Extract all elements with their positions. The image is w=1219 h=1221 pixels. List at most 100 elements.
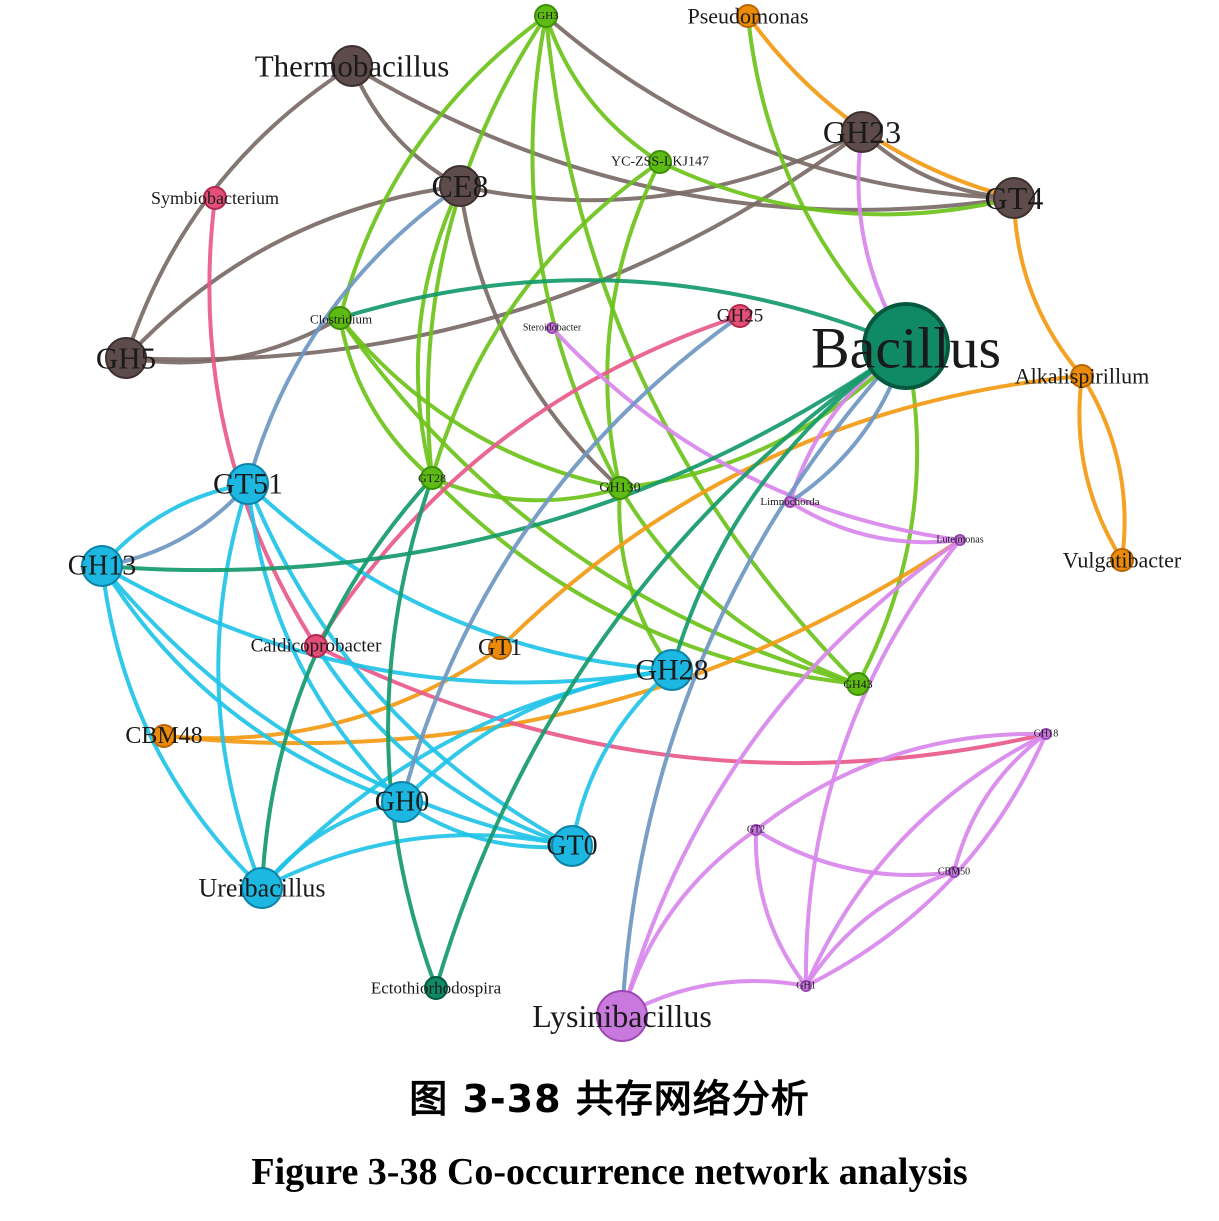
edge-CE8-GT28 [415, 184, 462, 480]
edge-GT28-GH43 [430, 476, 860, 686]
node-GH43[interactable] [846, 672, 870, 696]
edge-GH13-GH0 [100, 564, 404, 804]
edge-GH3-GH130 [530, 14, 622, 490]
edge-Symbiobacterium-Caldicoprobacter [207, 196, 318, 648]
node-label-GH43: GH43 [843, 677, 872, 691]
edge-Luteimonas-Lysinibacillus [620, 538, 962, 1018]
node-label-Thermobacillus: Thermobacillus [255, 49, 450, 84]
node-label-Steroidobacter: Steroidobacter [523, 323, 582, 334]
node-Vulgatibacter[interactable] [1110, 548, 1134, 572]
node-label-GH0: GH0 [375, 787, 429, 818]
node-label-GH13: GH13 [68, 551, 136, 582]
node-Ectothiorhodospira[interactable] [424, 976, 448, 1000]
node-Bacillus[interactable] [862, 302, 950, 390]
node-GT51[interactable] [227, 463, 269, 505]
node-GH25[interactable] [728, 304, 752, 328]
node-GH130[interactable] [608, 476, 632, 500]
node-GT28[interactable] [420, 466, 444, 490]
node-label-GT4: GT4 [985, 180, 1044, 216]
edge-GH13-GH28 [100, 564, 674, 685]
edge-GH18-CBM50 [952, 732, 1048, 874]
node-label-Clostridium: Clostridium [310, 312, 372, 327]
edge-GH18-GH1 [804, 732, 1048, 988]
edge-Alkalispirillum-Vulgatibacter [1080, 374, 1127, 562]
node-GH13[interactable] [81, 545, 123, 587]
edge-GT51-Ureibacillus [216, 482, 264, 890]
node-label-Symbiobacterium: Symbiobacterium [151, 188, 279, 208]
node-GT4[interactable] [993, 177, 1035, 219]
edge-GH3-Clostridium [338, 14, 548, 320]
edge-GH25-Caldicoprobacter [314, 314, 742, 648]
node-Symbiobacterium[interactable] [203, 186, 227, 210]
edge-Clostridium-GH130 [338, 316, 622, 490]
node-CBM50[interactable] [948, 866, 960, 878]
node-GH23[interactable] [841, 111, 883, 153]
edge-GT51-GH0 [246, 482, 404, 804]
edge-GH3-GT4 [544, 14, 1016, 200]
node-label-Ureibacillus: Ureibacillus [198, 874, 325, 903]
edge-GT2-Lysinibacillus [620, 828, 758, 1018]
node-Caldicoprobacter[interactable] [304, 634, 328, 658]
edge-Alkalispirillum-Vulgatibacter [1077, 374, 1124, 562]
edge-GT28-Ureibacillus [260, 476, 434, 890]
node-GH3[interactable] [534, 4, 558, 28]
node-CBM48[interactable] [152, 724, 176, 748]
node-YC-ZSS-LKJ147[interactable] [648, 150, 672, 174]
node-label-Vulgatibacter: Vulgatibacter [1063, 548, 1182, 573]
node-Limnochorda[interactable] [784, 496, 796, 508]
node-label-YC-ZSS-LKJ147: YC-ZSS-LKJ147 [611, 155, 709, 170]
node-Luteimonas[interactable] [954, 534, 966, 546]
figure-caption-chinese: 图 3-38 共存网络分析 [409, 1077, 810, 1121]
figure-caption-english: Figure 3-38 Co-occurrence network analys… [251, 1151, 968, 1193]
node-label-GH25: GH25 [717, 306, 763, 327]
co-occurrence-network: Thermobacillus CE8 GH5 GH23 GT4 GH3 YC-ZSS-LKJ… [68, 4, 1182, 1042]
network-edges [100, 14, 1127, 1018]
edge-GH130-GH28 [617, 486, 674, 672]
node-label-Limnochorda: Limnochorda [760, 496, 819, 508]
edge-GH13-Ureibacillus [100, 564, 264, 890]
node-label-Lysinibacillus: Lysinibacillus [532, 998, 712, 1034]
node-Pseudomonas[interactable] [736, 4, 760, 28]
edge-GH25-GH0 [400, 314, 742, 804]
node-CE8[interactable] [439, 165, 481, 207]
node-Alkalispirillum[interactable] [1070, 364, 1094, 388]
node-label-GH23: GH23 [823, 114, 901, 150]
edge-YC-ZSS-LKJ147-GT28 [430, 160, 662, 480]
node-GH5[interactable] [105, 337, 147, 379]
node-Lysinibacillus[interactable] [596, 990, 648, 1042]
edge-CE8-GH5 [124, 184, 462, 360]
edge-Alkalispirillum-GT1 [498, 374, 1084, 650]
node-GT2[interactable] [750, 824, 762, 836]
edge-CBM48-GT1 [162, 646, 502, 741]
node-GT0[interactable] [551, 825, 593, 867]
edge-GT28-Ectothiorhodospira [386, 476, 438, 990]
node-Clostridium[interactable] [328, 306, 352, 330]
edge-GH28-GT0 [570, 668, 674, 848]
edge-CE8-GT51 [246, 184, 462, 486]
network-labels: Thermobacillus CE8 GH5 GH23 GT4 GH3 YC-ZSS-LKJ… [68, 4, 1182, 1035]
node-label-CBM50: CBM50 [938, 867, 970, 878]
node-label-GT2: GT2 [747, 825, 765, 836]
edge-Luteimonas-GH1 [803, 538, 962, 988]
node-Ureibacillus[interactable] [241, 867, 283, 909]
node-Thermobacillus[interactable] [331, 45, 373, 87]
node-Steroidobacter[interactable] [546, 322, 558, 334]
edge-Pseudomonas-Bacillus [746, 14, 908, 348]
node-label-Pseudomonas: Pseudomonas [688, 4, 809, 29]
node-label-Ectothiorhodospira: Ectothiorhodospira [371, 979, 502, 998]
edge-Bacillus-Lysinibacillus [620, 344, 908, 1018]
node-label-GH18: GH18 [1034, 729, 1058, 740]
node-GT1[interactable] [488, 636, 512, 660]
node-GH1[interactable] [800, 980, 812, 992]
node-label-Bacillus: Bacillus [811, 316, 1001, 381]
network-nodes [81, 4, 1134, 1042]
edge-CE8-GH23 [458, 130, 864, 203]
node-GH18[interactable] [1040, 728, 1052, 740]
edge-Caldicoprobacter-GT0 [314, 644, 574, 848]
node-GH0[interactable] [381, 781, 423, 823]
edge-GT51-GT0 [246, 482, 574, 848]
node-GH28[interactable] [651, 649, 693, 691]
edge-GT0-Ureibacillus [260, 833, 574, 890]
node-label-GH130: GH130 [599, 481, 640, 496]
node-label-GH5: GH5 [96, 341, 156, 376]
